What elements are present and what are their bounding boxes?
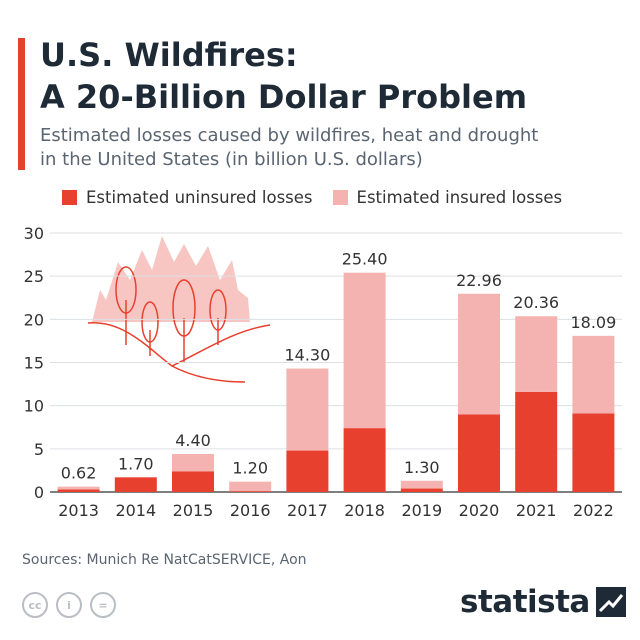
bar-insured xyxy=(57,486,100,490)
bar-uninsured xyxy=(57,489,100,492)
bar-insured xyxy=(172,454,214,472)
total-value-label: 1.30 xyxy=(404,458,440,477)
brand-wordmark: statista xyxy=(460,584,590,620)
bar-insured xyxy=(400,480,443,489)
hill-and-trees-lines xyxy=(87,266,271,383)
total-value-label: 20.36 xyxy=(513,293,559,312)
bar-uninsured xyxy=(572,413,615,492)
legend-swatch-insured xyxy=(332,190,348,205)
title-accent-bar xyxy=(18,38,25,170)
legend-swatch-uninsured xyxy=(62,190,77,205)
bar-insured xyxy=(286,368,329,451)
page-subtitle: Estimated losses caused by wildfires, he… xyxy=(40,124,630,172)
legend-item-uninsured: Estimated uninsured losses xyxy=(62,188,313,207)
statista-logo[interactable]: statista xyxy=(460,584,626,620)
y-tick-label: 25 xyxy=(24,267,44,286)
no-derivatives-icon[interactable]: = xyxy=(90,592,116,618)
x-tick-label: 2018 xyxy=(344,501,385,520)
bar-insured xyxy=(343,272,386,429)
x-tick-label: 2014 xyxy=(115,501,156,520)
y-tick-label: 10 xyxy=(24,397,44,416)
bar-uninsured xyxy=(286,450,329,492)
y-tick-label: 15 xyxy=(24,354,44,373)
wildfire-illustration xyxy=(87,236,271,383)
bar-uninsured xyxy=(229,491,272,492)
bar-uninsured xyxy=(515,391,558,492)
total-value-label: 25.40 xyxy=(342,250,388,269)
y-tick-label: 0 xyxy=(34,483,44,502)
bar-insured xyxy=(515,316,558,392)
x-tick-label: 2020 xyxy=(459,501,500,520)
y-tick-label: 5 xyxy=(34,440,44,459)
source-note: Sources: Munich Re NatCatSERVICE, Aon xyxy=(22,552,307,568)
total-value-label: 14.30 xyxy=(284,346,330,365)
page-title: U.S. Wildfires: A 20-Billion Dollar Prob… xyxy=(40,34,630,118)
x-tick-label: 2022 xyxy=(573,501,614,520)
bar-uninsured xyxy=(172,471,214,492)
x-tick-label: 2013 xyxy=(58,501,99,520)
legend-label-insured: Estimated insured losses xyxy=(356,188,563,207)
subtitle-line-1: Estimated losses caused by wildfires, he… xyxy=(40,125,539,146)
x-tick-label: 2017 xyxy=(287,501,328,520)
bar-insured xyxy=(229,481,272,492)
title-line-2: A 20-Billion Dollar Problem xyxy=(40,78,528,116)
chart-legend: Estimated uninsured losses Estimated ins… xyxy=(62,188,582,207)
hill-line xyxy=(87,322,271,367)
total-value-label: 1.20 xyxy=(232,459,268,478)
bar-uninsured xyxy=(400,488,443,492)
y-tick-label: 20 xyxy=(24,310,44,329)
license-icons: cc i = xyxy=(22,592,124,618)
bar-uninsured xyxy=(114,477,157,492)
ground-line xyxy=(171,365,246,383)
statista-logo-icon xyxy=(595,587,626,617)
legend-item-insured: Estimated insured losses xyxy=(332,188,563,207)
total-value-label: 4.40 xyxy=(175,431,211,450)
creative-commons-icon[interactable]: cc xyxy=(22,592,48,618)
title-line-1: U.S. Wildfires: xyxy=(40,36,298,74)
total-value-label: 1.70 xyxy=(118,454,154,473)
y-tick-label: 30 xyxy=(24,224,44,243)
total-value-label: 22.96 xyxy=(456,271,502,290)
bar-insured xyxy=(572,335,615,414)
bar-uninsured xyxy=(343,428,386,492)
subtitle-line-2: in the United States (in billion U.S. do… xyxy=(40,149,423,170)
bar-uninsured xyxy=(458,414,500,492)
attribution-icon[interactable]: i xyxy=(56,592,82,618)
total-value-label: 18.09 xyxy=(570,313,616,332)
total-value-label: 0.62 xyxy=(61,464,97,483)
legend-label-uninsured: Estimated uninsured losses xyxy=(86,188,313,207)
bar-insured xyxy=(458,293,500,415)
x-tick-label: 2015 xyxy=(173,501,214,520)
x-tick-label: 2019 xyxy=(401,501,442,520)
x-tick-label: 2021 xyxy=(516,501,557,520)
x-tick-label: 2016 xyxy=(230,501,271,520)
